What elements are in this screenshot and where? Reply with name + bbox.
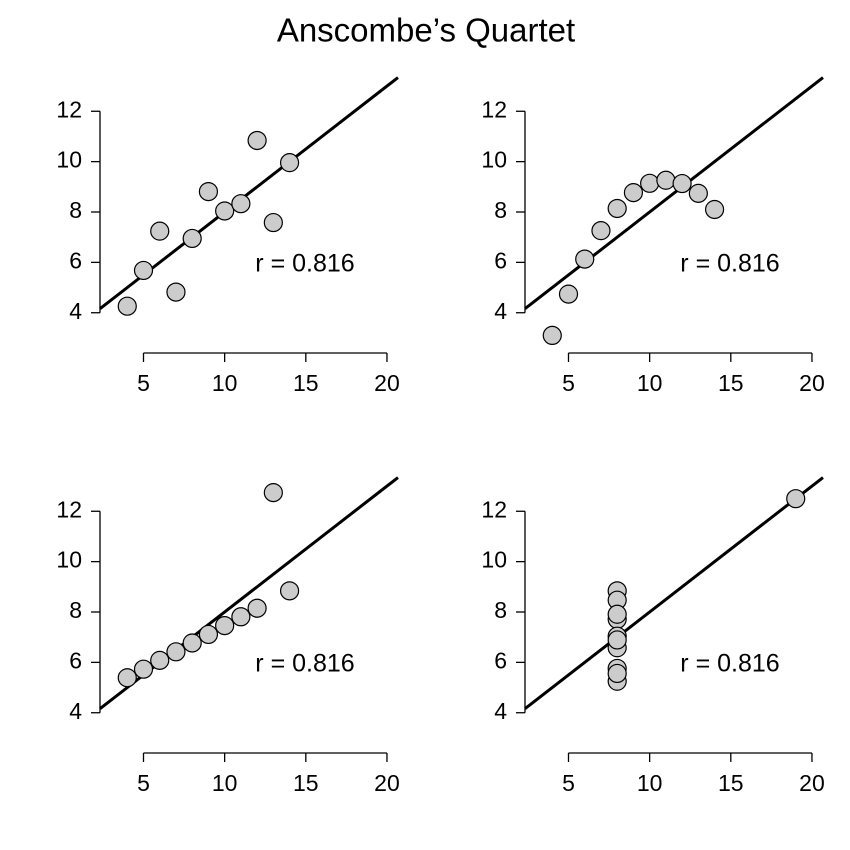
figure-title: Anscombe’s Quartet	[277, 12, 575, 49]
point	[640, 173, 660, 193]
y-tick-label: 8	[69, 597, 82, 623]
panel: 4 6 8 10 12 5 10 15 20 r = 0.816	[56, 476, 400, 796]
point	[247, 130, 267, 151]
point	[198, 182, 219, 202]
y-tick-label: 12	[481, 96, 507, 122]
point	[656, 170, 676, 190]
point	[607, 630, 627, 650]
x-tick-label: 5	[562, 770, 575, 796]
point	[198, 624, 219, 645]
y-tick-label: 4	[69, 298, 82, 324]
x-tick-label: 5	[137, 370, 150, 396]
point	[231, 194, 251, 214]
x-tick-label: 5	[562, 370, 575, 396]
point	[215, 201, 235, 221]
y-tick-label: 8	[494, 597, 507, 623]
x-tick-label: 10	[637, 770, 663, 796]
x-tick-label: 5	[137, 770, 150, 796]
point	[542, 325, 562, 346]
point	[166, 642, 186, 662]
y-tick-label: 10	[481, 147, 507, 173]
point	[150, 221, 170, 241]
x-tick-label: 15	[293, 770, 319, 796]
x-tick-label: 15	[293, 370, 319, 396]
point	[231, 607, 251, 627]
point	[215, 615, 235, 636]
point	[607, 663, 627, 684]
point	[182, 228, 202, 249]
y-tick-label: 10	[56, 147, 82, 173]
point	[607, 198, 627, 219]
y-tick-label: 10	[481, 547, 507, 573]
y-tick-label: 8	[69, 197, 82, 223]
fit-line	[524, 76, 824, 310]
point	[688, 183, 708, 203]
x-tick-label: 20	[374, 770, 400, 796]
x-tick-label: 20	[799, 370, 825, 396]
annotation: r = 0.816	[255, 250, 354, 278]
point	[623, 183, 644, 203]
y-tick-label: 6	[69, 247, 82, 273]
point	[591, 221, 611, 241]
panel: 4 6 8 10 12 5 10 15 20 r = 0.816	[481, 76, 825, 396]
annotation: r = 0.816	[680, 650, 779, 678]
y-tick-label: 4	[494, 298, 507, 324]
x-tick-label: 10	[212, 770, 238, 796]
point	[558, 284, 579, 304]
y-tick-label: 8	[494, 197, 507, 223]
y-tick-label: 4	[69, 698, 82, 724]
point	[247, 598, 267, 618]
point	[133, 260, 154, 281]
y-tick-label: 10	[56, 547, 82, 573]
annotation: r = 0.816	[680, 250, 779, 278]
point	[672, 173, 692, 194]
point	[182, 633, 202, 653]
point	[575, 249, 595, 269]
y-tick-label: 12	[56, 96, 82, 122]
y-tick-label: 6	[69, 647, 82, 673]
x-tick-label: 15	[718, 370, 744, 396]
point	[704, 199, 725, 220]
annotation: r = 0.816	[255, 650, 354, 678]
x-tick-label: 15	[718, 770, 744, 796]
panel: 4 6 8 10 12 5 10 15 20 r = 0.816	[481, 476, 825, 796]
y-tick-label: 12	[481, 496, 507, 522]
point	[279, 153, 300, 173]
x-tick-label: 10	[212, 370, 238, 396]
panel: 4 6 8 10 12 5 10 15 20 r = 0.816	[56, 76, 400, 396]
point	[150, 650, 170, 670]
point	[133, 659, 154, 679]
point	[607, 604, 627, 624]
point	[263, 483, 283, 503]
y-tick-label: 12	[56, 496, 82, 522]
y-tick-label: 6	[494, 247, 507, 273]
point	[263, 212, 283, 233]
x-tick-label: 20	[374, 370, 400, 396]
point	[117, 296, 137, 316]
x-tick-label: 20	[799, 770, 825, 796]
fit-line	[524, 476, 824, 710]
y-tick-label: 6	[494, 647, 507, 673]
x-tick-label: 10	[637, 370, 663, 396]
point	[279, 581, 300, 601]
point	[786, 489, 806, 509]
point	[117, 668, 137, 688]
point	[166, 282, 186, 302]
y-tick-label: 4	[494, 698, 507, 724]
